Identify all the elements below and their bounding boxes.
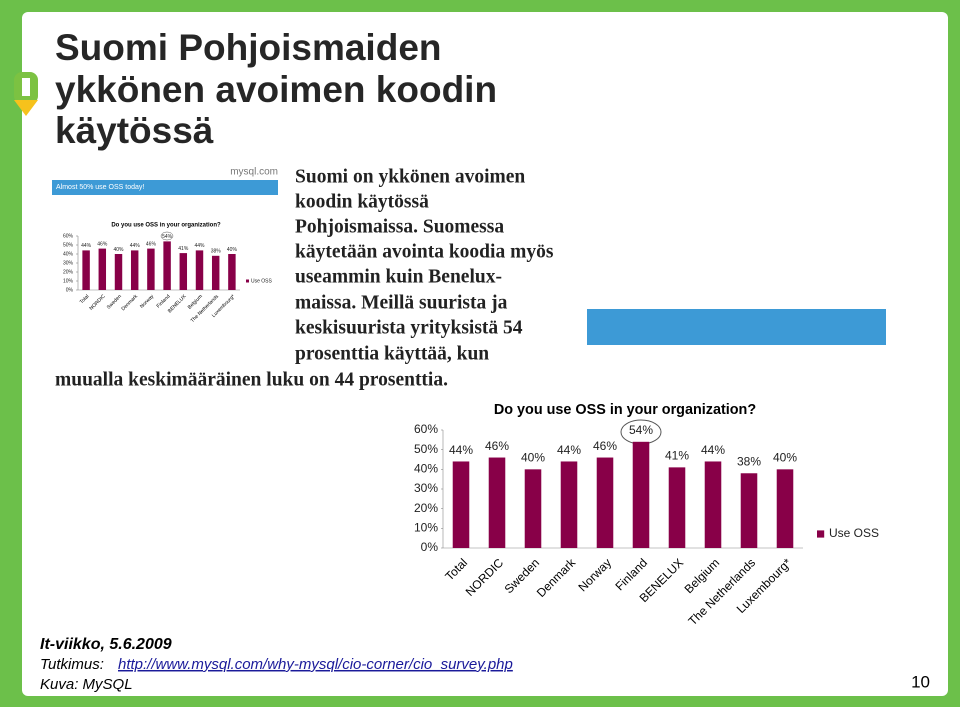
chart-title: Do you use OSS in your organization? — [494, 402, 756, 418]
y-tick-label: 50% — [63, 242, 74, 248]
bar — [114, 254, 123, 290]
y-tick-label: 0% — [421, 540, 439, 554]
body-line: prosenttia käyttää, kun — [295, 343, 489, 364]
y-tick-label: 60% — [414, 422, 438, 436]
value-label: 46% — [593, 439, 617, 453]
y-tick-label: 40% — [414, 462, 438, 476]
thumbnail: mysql.com Almost 50% use OSS today! — [52, 167, 278, 195]
bar — [211, 255, 220, 290]
body-line: koodin käytössä — [295, 191, 429, 212]
value-label: 40% — [227, 247, 238, 253]
bar — [560, 461, 578, 548]
body-line: Suomi on ykkönen avoimen — [295, 166, 525, 187]
body-line: Pohjoismaissa. Suomessa — [295, 216, 504, 237]
footer-credit: Kuva: MySQL — [40, 676, 133, 693]
value-label: 46% — [146, 241, 157, 247]
y-tick-label: 40% — [63, 251, 74, 257]
y-tick-label: 30% — [63, 260, 74, 266]
bar — [98, 248, 107, 290]
y-tick-label: 60% — [63, 233, 74, 239]
value-label: 46% — [485, 439, 509, 453]
page-number: 10 — [911, 672, 930, 691]
legend-label: Use OSS — [251, 278, 273, 284]
y-tick-label: 10% — [63, 278, 74, 284]
footer-label: Tutkimus: — [40, 656, 104, 673]
value-label: 44% — [449, 443, 473, 457]
y-tick-label: 20% — [63, 269, 74, 275]
bar — [130, 250, 139, 290]
y-tick-label: 10% — [414, 521, 438, 535]
bar — [163, 241, 171, 290]
value-label: 44% — [194, 243, 205, 249]
bar — [488, 457, 506, 548]
value-label: 44% — [557, 443, 581, 457]
logo — [14, 72, 38, 116]
y-tick-label: 50% — [414, 442, 438, 456]
bar — [740, 473, 758, 548]
title-line: ykkönen avoimen koodin — [55, 69, 497, 110]
value-label: 38% — [211, 249, 222, 255]
value-label: 41% — [665, 449, 689, 463]
value-label: 40% — [773, 451, 797, 465]
bar — [632, 441, 650, 548]
body-line: useammin kuin Benelux- — [295, 266, 502, 287]
value-label: 41% — [178, 246, 189, 252]
x-tick-label: Total — [79, 294, 91, 306]
value-label: 54% — [162, 234, 173, 240]
thumbnail-source: mysql.com — [230, 167, 278, 178]
value-label: 38% — [737, 455, 761, 469]
y-tick-label: 0% — [66, 287, 74, 293]
body-line: maissa. Meillä suurista ja — [295, 292, 508, 313]
bar — [82, 250, 90, 290]
bar — [179, 253, 188, 290]
legend-label: Use OSS — [829, 526, 879, 540]
value-label: 40% — [113, 247, 124, 253]
y-tick-label: 30% — [414, 481, 438, 495]
value-label: 44% — [130, 243, 141, 249]
bar — [524, 469, 542, 548]
value-label: 46% — [97, 241, 108, 247]
bar — [704, 461, 722, 548]
bar — [147, 248, 155, 290]
body-line: keskisuurista yrityksistä 54 — [295, 317, 523, 338]
y-tick-label: 20% — [414, 501, 438, 515]
bar — [668, 467, 686, 548]
value-label: 40% — [521, 451, 545, 465]
value-label: 44% — [701, 443, 725, 457]
body-line: muualla keskimääräinen luku on 44 prosen… — [55, 369, 448, 390]
chart-title: Do you use OSS in your organization? — [111, 223, 221, 229]
bar — [228, 254, 236, 290]
footer-source: It-viikko, 5.6.2009 — [40, 636, 172, 653]
bar — [776, 469, 794, 548]
title-line: käytössä — [55, 110, 214, 151]
value-label: 44% — [81, 243, 92, 249]
thumbnail-banner-bar — [52, 180, 278, 195]
value-label: 54% — [629, 423, 653, 437]
highlight-box — [587, 309, 886, 345]
bar — [195, 250, 204, 290]
highlight-circle — [160, 231, 174, 241]
footer-url[interactable]: http://www.mysql.com/why-mysql/cio-corne… — [118, 656, 513, 673]
thumbnail-banner: Almost 50% use OSS today! — [56, 184, 144, 191]
bar — [452, 461, 470, 548]
legend-swatch — [817, 530, 825, 538]
bar — [596, 457, 614, 548]
title-line: Suomi Pohjoismaiden — [55, 27, 442, 68]
legend-swatch — [246, 279, 249, 283]
body-line: käytetään avointa koodia myös — [295, 241, 554, 262]
